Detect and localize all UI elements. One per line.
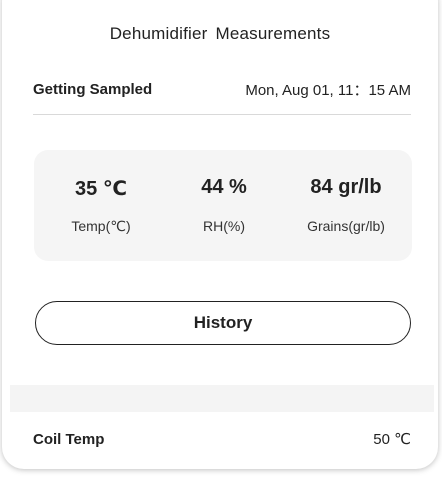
temperature-value: 35 ℃	[38, 176, 164, 201]
humidity-value: 44 %	[161, 176, 287, 199]
sampled-timestamp: Mon, Aug 01, 11：15 AM	[245, 79, 411, 100]
divider	[33, 114, 411, 115]
humidity-label: RH(%)	[161, 218, 287, 234]
coil-temp-value: 50 ℃	[373, 430, 411, 448]
page-title: Dehumidifier Measurements	[2, 24, 438, 44]
metric-temperature: 35 ℃ Temp(℃)	[38, 150, 164, 261]
history-button[interactable]: History	[35, 301, 411, 345]
sampled-row: Getting Sampled Mon, Aug 01, 11：15 AM	[33, 79, 411, 100]
grains-value: 84 gr/lb	[283, 176, 409, 199]
coil-temp-row: Coil Temp 50 ℃	[33, 430, 411, 448]
metric-grains: 84 gr/lb Grains(gr/lb)	[283, 150, 409, 261]
temperature-label: Temp(℃)	[38, 218, 164, 235]
section-separator	[10, 385, 434, 412]
sampled-label: Getting Sampled	[33, 81, 152, 98]
measurements-card: Dehumidifier Measurements Getting Sample…	[2, 0, 438, 469]
metrics-panel: 35 ℃ Temp(℃) 44 % RH(%) 84 gr/lb Grains(…	[34, 150, 412, 261]
coil-temp-label: Coil Temp	[33, 431, 104, 448]
grains-label: Grains(gr/lb)	[283, 218, 409, 234]
metric-humidity: 44 % RH(%)	[161, 150, 287, 261]
